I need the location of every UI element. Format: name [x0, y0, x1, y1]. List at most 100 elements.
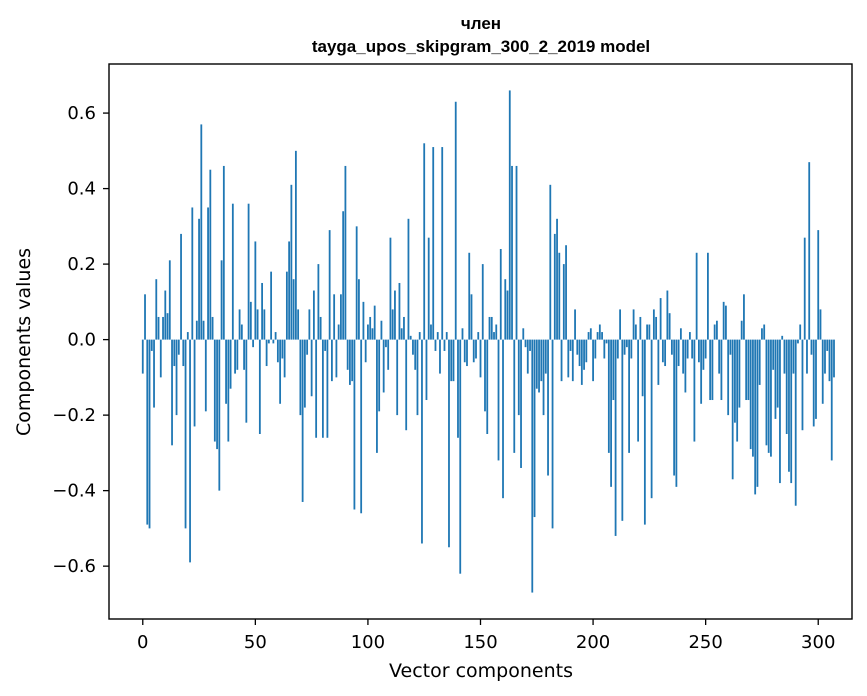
bar: [729, 339, 732, 355]
bar: [533, 339, 536, 518]
bar: [824, 339, 826, 374]
bar: [364, 339, 367, 363]
bar: [542, 339, 545, 416]
bar: [634, 324, 637, 340]
bar: [830, 339, 833, 461]
y-axis-label: Components values: [13, 248, 35, 436]
bar: [234, 339, 236, 374]
bar: [664, 339, 667, 367]
bar: [819, 309, 822, 340]
bar: [153, 339, 155, 408]
bar: [477, 332, 480, 340]
bar: [621, 339, 624, 521]
bar: [265, 339, 268, 367]
bar: [394, 290, 396, 340]
bar: [553, 233, 556, 340]
bar: [270, 271, 273, 340]
bar: [328, 230, 331, 340]
x-tick-label: 0: [137, 632, 148, 653]
bar: [238, 309, 241, 340]
chart-subtitle: tayga_upos_skipgram_300_2_2019 model: [312, 37, 650, 56]
bar: [679, 328, 682, 340]
bar: [436, 332, 439, 340]
bar: [520, 339, 522, 468]
bar: [254, 241, 257, 340]
bar: [743, 294, 745, 340]
bar: [479, 339, 482, 378]
bar: [569, 339, 572, 351]
bar: [319, 316, 322, 340]
bar: [450, 339, 453, 382]
bar: [412, 339, 414, 355]
bar: [173, 339, 176, 367]
bar: [535, 339, 538, 389]
bar: [159, 339, 162, 378]
bar: [279, 339, 282, 404]
bar: [258, 339, 261, 434]
bar: [475, 339, 477, 359]
bar: [292, 279, 295, 340]
bar: [754, 339, 757, 495]
bar: [515, 165, 518, 340]
bar: [691, 339, 694, 359]
bar: [195, 320, 198, 340]
bar: [605, 339, 608, 344]
bar: [369, 316, 372, 340]
bar: [434, 339, 437, 351]
bar: [398, 282, 401, 340]
bar: [583, 339, 585, 370]
bar: [833, 339, 835, 378]
bar: [806, 339, 808, 374]
bar: [709, 339, 712, 401]
bar: [466, 339, 468, 367]
bar: [779, 339, 781, 484]
bar: [231, 203, 234, 340]
bar: [337, 324, 340, 340]
bar: [418, 332, 421, 340]
bar: [218, 339, 221, 491]
bar: [711, 339, 714, 401]
bar: [452, 339, 455, 382]
bar: [502, 339, 504, 499]
bar: [549, 184, 552, 340]
bar: [141, 339, 144, 374]
y-tick-label: 0.2: [67, 254, 96, 275]
bar: [168, 260, 171, 340]
bar: [301, 339, 304, 502]
bar: [180, 233, 182, 340]
bar: [189, 339, 191, 563]
bar: [321, 339, 324, 438]
bar: [312, 290, 315, 340]
bar: [522, 328, 525, 340]
bar: [276, 339, 279, 363]
bar: [493, 332, 495, 340]
bar: [616, 339, 619, 359]
bar: [695, 252, 698, 340]
bar: [648, 324, 651, 340]
bar: [227, 339, 230, 442]
bar: [585, 339, 588, 363]
bar: [673, 339, 676, 476]
bar: [666, 290, 669, 340]
bar: [468, 252, 471, 340]
bar: [409, 335, 412, 340]
bar: [274, 332, 277, 340]
bar: [389, 237, 392, 340]
bar: [439, 339, 441, 374]
y-tick-label: −0.6: [52, 556, 96, 577]
bar: [481, 264, 484, 340]
bar: [700, 339, 703, 404]
bar: [619, 309, 621, 340]
bar: [628, 339, 630, 453]
x-tick-label: 150: [463, 632, 497, 653]
bar: [513, 339, 516, 453]
bar: [484, 339, 486, 412]
bar: [387, 339, 390, 370]
bar: [443, 339, 446, 351]
bar: [571, 339, 574, 382]
bar: [263, 309, 266, 340]
y-tick-label: −0.2: [52, 405, 96, 426]
bar: [670, 339, 673, 355]
bar: [632, 309, 635, 340]
bar: [182, 339, 185, 367]
